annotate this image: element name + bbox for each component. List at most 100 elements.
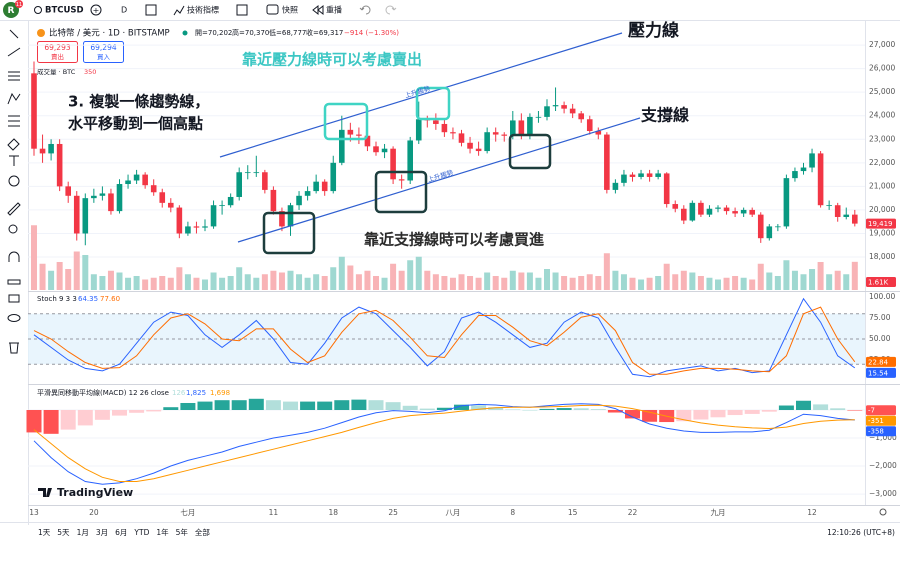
volume-bar: [107, 270, 114, 290]
volume-bar: [723, 277, 730, 290]
volume-bar: [142, 279, 149, 290]
candle-body: [458, 133, 465, 143]
range-button[interactable]: 1月: [77, 528, 89, 537]
candle-body: [31, 73, 37, 149]
toolbar-item[interactable]: 技術指標: [187, 5, 219, 15]
volume-bar: [851, 261, 858, 290]
volume-bar: [689, 272, 696, 290]
candle-body: [150, 185, 157, 193]
volume-bar: [90, 274, 97, 290]
buy-label: 買入: [97, 53, 111, 61]
sell-hint: 靠近壓力線時可以考慮賣出: [242, 51, 422, 69]
y-tick-label: 26,000: [869, 64, 895, 73]
candle-body: [193, 226, 200, 228]
text-tool[interactable]: [9, 155, 19, 166]
emoji-tool[interactable]: [8, 175, 20, 187]
avatar-letter: R: [8, 6, 15, 16]
search-icon[interactable]: [34, 6, 42, 14]
lock-drawings[interactable]: [7, 279, 21, 285]
chart-type-icon[interactable]: [145, 4, 157, 16]
symbol[interactable]: BTCUSD: [45, 6, 84, 16]
zoom-tool[interactable]: [8, 224, 18, 234]
volume-bar: [655, 276, 662, 290]
range-button[interactable]: 5天: [57, 528, 70, 537]
range-button[interactable]: 6月: [115, 528, 127, 537]
candle-body: [578, 113, 584, 120]
histogram-bar: [693, 409, 709, 420]
volume-bar: [535, 277, 542, 290]
candle-body: [629, 174, 636, 177]
measure-tool[interactable]: [7, 202, 21, 216]
fib-tool[interactable]: [8, 71, 20, 81]
histogram-bar: [488, 407, 504, 410]
macd-hist-value: 126: [172, 389, 186, 397]
toolbar-item[interactable]: 重播: [326, 5, 342, 15]
candle-body: [698, 202, 704, 215]
histogram-bar: [112, 409, 127, 416]
toolbar-item[interactable]: 快照: [282, 5, 298, 15]
ohlc-high: 高=70,370: [232, 28, 269, 37]
x-tick-label: 11: [269, 508, 279, 517]
support-line[interactable]: [237, 117, 641, 243]
candle-body: [706, 208, 713, 215]
trendline-tool[interactable]: [7, 47, 21, 57]
indicator-line: [33, 403, 855, 485]
histogram-bar: [385, 402, 401, 410]
buy-button[interactable]: [83, 41, 124, 63]
brush-tool[interactable]: [7, 138, 20, 151]
symbol-description: 比特幣 / 美元 · 1D · BITSTAMP: [49, 28, 170, 39]
range-button[interactable]: 1天: [38, 528, 51, 537]
histogram-bar: [197, 401, 213, 410]
candle-body: [253, 172, 260, 174]
pattern-tool[interactable]: [7, 92, 21, 105]
trash-tool[interactable]: [9, 342, 19, 354]
volume-bar: [390, 263, 397, 290]
lock-tool[interactable]: [8, 294, 20, 303]
range-button[interactable]: 5年: [176, 527, 189, 537]
volume-bar: [73, 251, 80, 290]
histogram-bar: [214, 400, 230, 410]
stoch-d-value: 77.60: [100, 295, 120, 303]
indicator-line: [33, 297, 856, 378]
avatar[interactable]: [3, 2, 19, 18]
histogram-bar: [761, 409, 777, 412]
layout-icon[interactable]: [236, 4, 248, 16]
cursor-tool[interactable]: [9, 29, 19, 39]
histogram-bar: [556, 408, 572, 410]
clock: 12:10:26 (UTC+8): [827, 528, 895, 537]
volume-bar: [304, 277, 311, 290]
volume-bar: [227, 276, 234, 290]
range-button[interactable]: 3月: [96, 528, 108, 537]
candle-body: [39, 148, 46, 154]
candle-body: [65, 186, 71, 196]
resistance-line[interactable]: [219, 32, 623, 158]
interval[interactable]: D: [121, 6, 127, 15]
volume-bar: [39, 263, 46, 290]
visibility-tool[interactable]: [7, 314, 21, 322]
volume-bar: [253, 277, 260, 290]
volume-bar: [261, 274, 268, 290]
y-tick-label: −1,000: [869, 433, 897, 442]
candle-body: [817, 153, 824, 206]
range-button[interactable]: 1年: [156, 527, 169, 537]
forecast-tool[interactable]: [8, 115, 20, 127]
magnet-tool[interactable]: [8, 251, 20, 262]
volume-bar: [843, 274, 850, 290]
step-note: 3. 複製一條趨勢線，: [68, 93, 209, 111]
add-symbol[interactable]: [90, 4, 102, 16]
ohlc-open: 開=70,202: [195, 29, 232, 37]
redo-icon[interactable]: [385, 5, 397, 15]
volume-bar: [116, 272, 123, 290]
undo-icon[interactable]: [359, 5, 371, 15]
volume-bar: [458, 274, 465, 290]
range-button[interactable]: 全部: [195, 527, 210, 537]
y-tick-label: 24,000: [869, 111, 895, 120]
histogram-bar: [505, 409, 521, 410]
volume-bar: [31, 225, 37, 290]
range-button[interactable]: YTD: [133, 528, 149, 537]
axis-settings[interactable]: [879, 508, 887, 516]
volume-bar: [595, 276, 602, 290]
support-annotation: 支撐線: [640, 106, 689, 125]
macd-title: 平滑異同移動平均線(MACD) 12 26 close: [37, 388, 169, 397]
sell-button[interactable]: [37, 41, 78, 63]
